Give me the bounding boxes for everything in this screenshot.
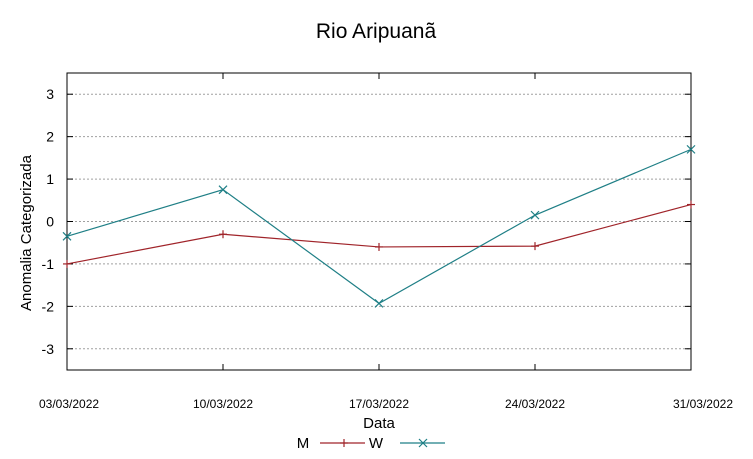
data-point-M bbox=[63, 259, 71, 268]
legend-marker-W bbox=[418, 438, 428, 448]
x-axis-label: Data bbox=[363, 415, 395, 432]
y-tick-label: -3 bbox=[42, 341, 55, 357]
data-point-W bbox=[218, 185, 228, 195]
y-tick-label: -1 bbox=[42, 256, 55, 272]
data-point-W bbox=[530, 210, 540, 220]
x-tick-label: 24/03/2022 bbox=[505, 397, 565, 411]
y-tick-label: 1 bbox=[46, 171, 54, 187]
series-line-W bbox=[66, 148, 692, 305]
data-point-M bbox=[531, 242, 539, 251]
legend-label-W: W bbox=[369, 435, 384, 452]
data-point-M bbox=[219, 230, 227, 239]
data-point-M bbox=[687, 200, 695, 209]
x-tick-label: 03/03/2022 bbox=[39, 397, 99, 411]
x-axis-ticks: 03/03/2022 10/03/2022 17/03/2022 24/03/2022… bbox=[39, 73, 733, 411]
y-axis-ticks: -3 -2 -1 0 1 2 3 bbox=[42, 86, 691, 357]
data-point-M bbox=[375, 242, 383, 251]
x-tick-label: 17/03/2022 bbox=[349, 397, 409, 411]
x-tick-label: 10/03/2022 bbox=[193, 397, 253, 411]
data-point-W bbox=[62, 231, 72, 241]
y-axis-label: Anomalia Categorizada bbox=[18, 154, 35, 311]
legend-marker-M bbox=[340, 439, 348, 447]
y-tick-label: 3 bbox=[46, 86, 54, 102]
grid bbox=[67, 93, 691, 350]
series-line-M bbox=[66, 203, 692, 265]
chart-title: Rio Aripuanã bbox=[316, 20, 437, 43]
y-tick-label: 2 bbox=[46, 129, 54, 145]
legend-label-M: M bbox=[297, 435, 310, 452]
y-tick-label: -2 bbox=[42, 298, 55, 314]
series-lines bbox=[62, 144, 696, 308]
data-point-W bbox=[374, 298, 384, 308]
data-point-W bbox=[686, 144, 696, 154]
y-tick-label: 0 bbox=[46, 214, 54, 230]
x-tick-label: 31/03/2022 bbox=[673, 397, 733, 411]
